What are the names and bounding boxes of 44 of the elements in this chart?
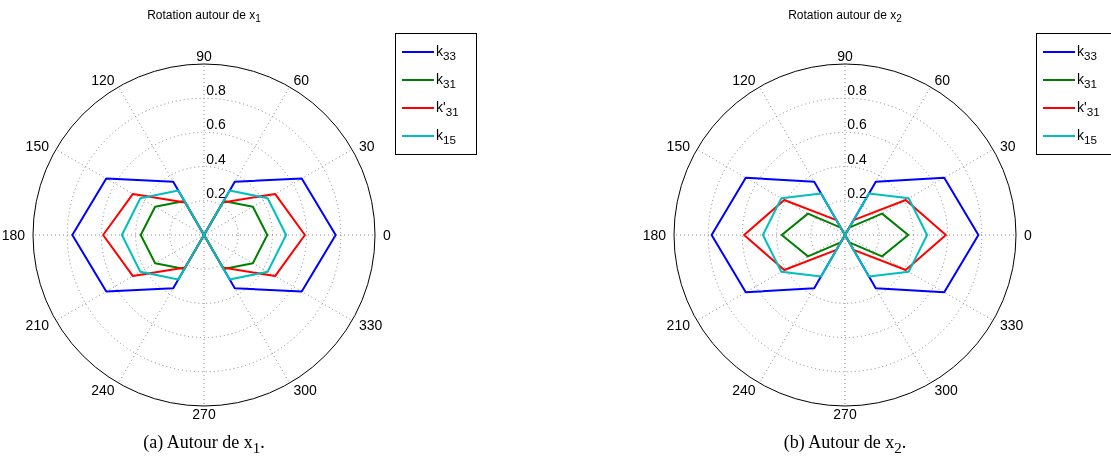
spoke-label: 180 xyxy=(1,227,26,243)
spoke-label: 120 xyxy=(91,71,115,88)
spoke-label: 270 xyxy=(192,406,216,422)
spoke-label: 240 xyxy=(732,382,756,399)
legend-label: k$_{31}$ xyxy=(436,70,456,90)
legend-label: k$_{15}$ xyxy=(436,126,456,146)
legend-label: k$_{31}$ xyxy=(1077,70,1097,90)
legend-label: k$_{33}$ xyxy=(1077,42,1097,62)
spoke-label: 90 xyxy=(837,48,853,64)
spoke-label: 120 xyxy=(732,71,756,88)
y-tick-label: 0.4 xyxy=(206,150,226,167)
chart-title: Rotation autour de x$_{1}$ xyxy=(146,8,262,25)
spoke-label: 0 xyxy=(383,227,391,243)
spoke-label: 60 xyxy=(934,71,951,88)
spoke-label: 150 xyxy=(25,137,50,154)
spoke-label: 60 xyxy=(293,71,310,88)
spoke-label: 30 xyxy=(1000,137,1016,154)
legend-label: k$_{15}$ xyxy=(1077,126,1097,146)
y-tick-label: 0.2 xyxy=(206,184,226,201)
y-tick-label: 0.6 xyxy=(206,116,226,133)
spoke-label: 150 xyxy=(666,137,691,154)
spoke-label: 300 xyxy=(293,382,318,399)
y-tick-label: 0.2 xyxy=(847,184,867,201)
chart-title: Rotation autour de x$_{2}$ xyxy=(787,8,903,25)
text: (a) Autour de x$_{1}$. xyxy=(142,432,266,457)
spoke-label: 90 xyxy=(196,48,212,64)
spoke-label: 0 xyxy=(1024,227,1032,243)
y-tick-label: 0.6 xyxy=(847,116,867,133)
spoke-label: 210 xyxy=(25,316,50,333)
legend-label: k'$_{31}$ xyxy=(1077,98,1100,118)
text: (b) Autour de x$_{2}$. xyxy=(782,432,908,457)
spoke-label: 330 xyxy=(1000,316,1024,333)
y-tick-label: 0.4 xyxy=(847,150,867,167)
legend-label: k$_{33}$ xyxy=(436,42,456,62)
y-tick-label: 0.8 xyxy=(847,82,867,99)
spoke-label: 300 xyxy=(934,382,959,399)
spoke-label: 270 xyxy=(833,406,857,422)
spoke-label: 330 xyxy=(359,316,383,333)
spoke-label: 210 xyxy=(666,316,691,333)
y-tick-label: 0.8 xyxy=(206,82,226,99)
spoke-label: 240 xyxy=(91,382,115,399)
spoke-label: 30 xyxy=(359,137,375,154)
legend-label: k'$_{31}$ xyxy=(436,98,459,118)
spoke-label: 180 xyxy=(642,227,667,243)
